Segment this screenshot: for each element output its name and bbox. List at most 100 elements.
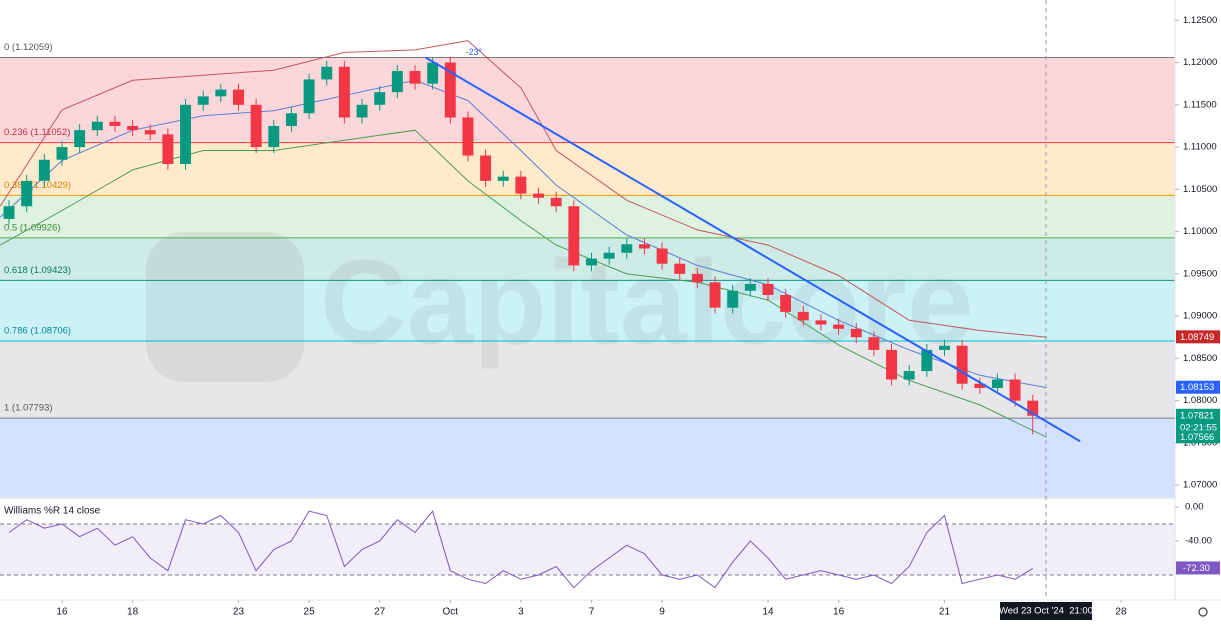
level-band <box>0 523 1175 575</box>
x-tick-label: 23 <box>233 607 245 618</box>
candle-body <box>974 383 986 388</box>
crosshair-label: Wed 23 Oct '24 21:00 <box>999 606 1093 617</box>
candle-body <box>338 66 350 118</box>
y-tick-label: 1.10000 <box>1183 226 1217 237</box>
x-tick-label: 27 <box>374 607 386 618</box>
candle-body <box>144 130 156 135</box>
candle-body <box>462 117 474 156</box>
x-tick-label: 9 <box>659 607 665 618</box>
indicator-pane: Williams %R 14 close <box>0 506 1175 589</box>
y-tick-label: 1.12000 <box>1183 57 1217 68</box>
candle-body <box>233 89 244 105</box>
candle-body <box>991 379 1003 388</box>
candle-body <box>886 349 898 380</box>
y-tick-label: 1.07000 <box>1183 480 1217 491</box>
fib-label: 0.382 (1.10429) <box>4 180 71 191</box>
gear[interactable] <box>1198 607 1208 617</box>
candle-body <box>621 244 633 253</box>
x-tick-label: 14 <box>762 607 774 618</box>
y-tick-label: 1.09000 <box>1183 311 1217 322</box>
candle-body <box>480 155 492 181</box>
candle-body <box>409 71 421 84</box>
settings-icon[interactable] <box>1198 607 1208 617</box>
x-tick-label: 18 <box>127 607 139 618</box>
y-tick-label: 1.08000 <box>1183 395 1217 406</box>
band-lower <box>0 129 1048 438</box>
fib-label: 0.236 (1.11052) <box>4 127 70 138</box>
price-badge-label: 1.07821 <box>1180 410 1214 421</box>
candle-body <box>321 66 333 80</box>
trend-angle: -23° <box>466 47 483 57</box>
band-upper <box>0 40 1047 338</box>
watermark: Capitalcore <box>320 236 974 370</box>
fib-zone <box>0 418 1175 497</box>
candle-body <box>780 294 792 312</box>
y-tick-label: -40.00 <box>1185 535 1212 546</box>
candle-body <box>850 328 862 338</box>
watermark-group: Capitalcore <box>146 232 974 382</box>
candle-body <box>91 121 103 131</box>
candle-body <box>515 176 527 194</box>
crosshair-badge <box>999 602 1092 620</box>
candle-body <box>762 284 774 295</box>
candle-body <box>268 125 280 148</box>
candle-body <box>956 345 968 384</box>
candle-body <box>356 104 368 118</box>
candle-body <box>285 113 297 126</box>
fib-zone <box>0 195 1175 238</box>
y-tick-label: 1.10500 <box>1183 184 1217 195</box>
candle-body <box>3 206 15 219</box>
fib-label: 0.5 (1.09926) <box>4 222 61 233</box>
y-tick-label: 1.09500 <box>1183 268 1217 279</box>
candle-body <box>74 130 86 148</box>
candle-body <box>833 324 845 329</box>
candle-body <box>744 284 756 291</box>
candle-body <box>638 244 650 249</box>
y-tick-label: 1.08500 <box>1183 353 1217 364</box>
x-tick-label: 7 <box>589 607 595 618</box>
candle-body <box>586 258 597 266</box>
fib-zone <box>0 57 1175 143</box>
x-tick-label: 3 <box>518 607 524 618</box>
candle-body <box>868 337 880 350</box>
candle-body <box>162 134 174 164</box>
candle-body <box>497 176 509 181</box>
x-tick-label: 28 <box>1115 607 1127 618</box>
x-tick-label: 25 <box>304 607 316 618</box>
fib-label: 0 (1.12059) <box>4 42 53 53</box>
price-pane: 0 (1.12059) 0.236 (1.11052) 0.382 (1.10429… <box>0 40 1175 443</box>
candle-body <box>250 104 262 148</box>
williams-line <box>8 510 1033 589</box>
candle-body <box>56 147 68 160</box>
price-badge <box>1176 408 1220 422</box>
price-badge-label: 02:21:55 <box>1180 422 1217 433</box>
candle-body <box>444 62 456 118</box>
candle-body <box>38 159 50 181</box>
candle-body <box>391 71 403 93</box>
price-axis-bg <box>1175 0 1221 625</box>
x-tick-label: Oct <box>443 607 459 618</box>
candle-body <box>215 89 227 97</box>
candle-body <box>374 92 386 105</box>
candle-body <box>197 96 209 105</box>
price-badge-label: 1.08153 <box>1180 382 1214 393</box>
candle-body <box>709 282 721 308</box>
candle-body <box>427 62 439 84</box>
y-tick-label: 1.12500 <box>1183 15 1217 26</box>
axes: 1.070001.075001.080001.085001.090001.095… <box>56 0 1220 620</box>
price-badge-label: 1.08749 <box>1180 332 1214 343</box>
candle-body <box>127 125 139 131</box>
candle-body <box>533 193 545 198</box>
y-tick-label: 1.11000 <box>1183 142 1217 153</box>
y-tick-label: 0.00 <box>1185 501 1204 512</box>
candle-body <box>550 197 562 207</box>
price-badge-label: 1.07566 <box>1180 432 1214 443</box>
last-value-label: -72.30 <box>1183 563 1210 574</box>
candle-body <box>568 206 580 266</box>
candle-body <box>921 349 933 372</box>
candle-body <box>691 273 703 283</box>
band-middle <box>0 79 1047 389</box>
candle-body <box>939 345 950 350</box>
candle-body <box>727 290 739 308</box>
